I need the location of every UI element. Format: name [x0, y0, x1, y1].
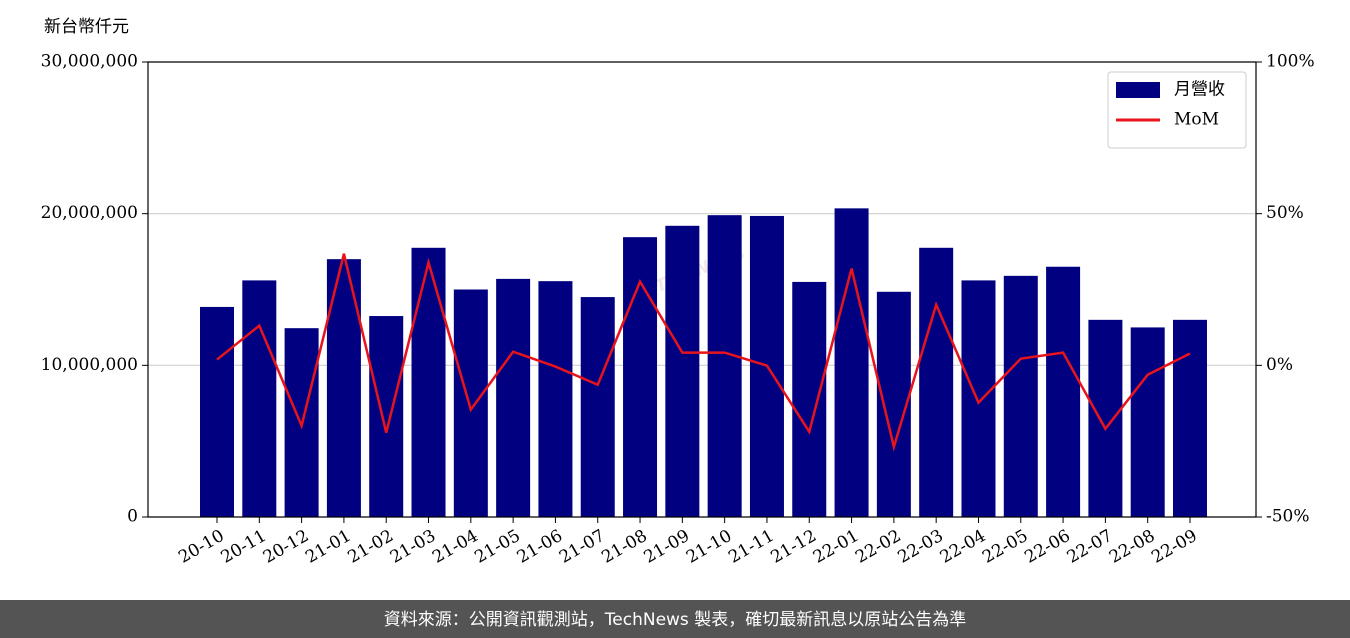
bar — [961, 280, 996, 517]
x-tick-label: 22-06 — [1021, 526, 1073, 568]
y-tick-label: 0 — [127, 507, 138, 527]
legend-label: 月營收 — [1174, 80, 1225, 100]
x-tick-label: 21-03 — [387, 526, 439, 568]
x-tick-label: 22-09 — [1148, 526, 1200, 568]
x-tick-label: 20-10 — [175, 526, 227, 568]
y-tick-label: 20,000,000 — [41, 203, 138, 223]
x-tick-label: 21-06 — [514, 526, 566, 568]
y-axis-label: 新台幣仟元 — [44, 17, 129, 37]
bar — [369, 316, 404, 517]
bar — [792, 281, 827, 517]
legend-label: MoM — [1174, 110, 1219, 130]
x-tick-label: 21-09 — [641, 526, 693, 568]
bar — [1003, 275, 1038, 517]
x-tick-label: 21-10 — [683, 526, 735, 568]
bar — [242, 280, 277, 517]
bar — [834, 208, 869, 517]
x-tick-label: 22-07 — [1064, 526, 1116, 568]
y-tick-label: 30,000,000 — [41, 52, 138, 72]
y2-tick-label: 50% — [1266, 203, 1304, 223]
footer-band — [0, 600, 1350, 638]
x-tick-label: 21-05 — [471, 526, 523, 568]
bar — [665, 225, 700, 518]
x-tick-label: 22-03 — [894, 526, 946, 568]
x-tick-label: 22-01 — [810, 526, 862, 568]
y2-tick-label: 0% — [1266, 355, 1293, 375]
y2-tick-label: -50% — [1266, 507, 1310, 527]
x-tick-label: 22-04 — [937, 526, 989, 568]
x-tick-label: 21-07 — [556, 526, 608, 568]
x-tick-label: 22-08 — [1106, 526, 1158, 568]
footer: 資料來源：公開資訊觀測站，TechNews 製表，確切最新訊息以原站公告為準 — [384, 610, 966, 630]
bar — [200, 306, 234, 517]
bar — [496, 278, 531, 517]
x-tick-label: 21-04 — [429, 526, 481, 568]
bar — [1046, 266, 1081, 517]
bar — [453, 289, 488, 517]
x-tick-label: 20-11 — [218, 526, 270, 568]
bar — [1130, 327, 1165, 517]
x-tick-label: 22-05 — [979, 526, 1031, 568]
bar — [623, 237, 658, 518]
bar — [580, 297, 615, 517]
x-tick-label: 20-12 — [260, 526, 312, 568]
line — [216, 253, 1191, 452]
x-tick-label: 21-11 — [725, 526, 777, 568]
bar — [1173, 319, 1207, 517]
bar — [919, 247, 954, 517]
bar — [1088, 319, 1123, 517]
bar — [411, 247, 446, 517]
y-tick-label: 10,000,000 — [41, 355, 138, 375]
x-tick-label: 21-01 — [302, 526, 354, 568]
bar — [538, 281, 573, 517]
y2-tick-label: 100% — [1266, 52, 1315, 72]
legend-swatch — [1116, 82, 1160, 98]
x-tick-label: 21-08 — [598, 526, 650, 568]
x-tick-label: 21-02 — [345, 526, 397, 568]
plot-frame — [147, 61, 1257, 518]
legend: 月營收 MoM — [1107, 71, 1247, 149]
x-tick-label: 22-02 — [852, 526, 904, 568]
bar — [707, 215, 742, 517]
x-tick-label: 21-12 — [768, 526, 820, 568]
